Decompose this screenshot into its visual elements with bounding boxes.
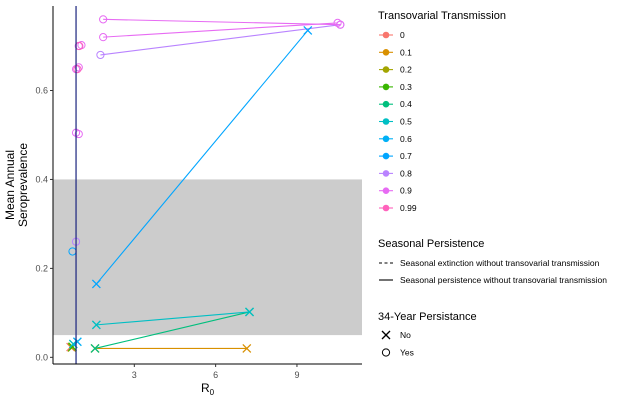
series-line [100,24,341,56]
legend-label: Seasonal extinction without transovarial… [400,258,600,268]
data-point [73,65,82,74]
data-point [99,15,108,24]
series-line [103,22,338,38]
y-tick-label: 0.4 [35,174,48,184]
legend-key-dot [382,49,390,56]
legend-key-dot [382,152,390,160]
data-point [336,20,345,29]
legend-label: 0.4 [400,99,412,109]
legend-label: 0.5 [400,117,412,127]
legend-label: 0.9 [400,186,412,196]
y-axis-title: Mean AnnualSeroprevalence [3,143,30,227]
legend-label: 0.3 [400,82,412,92]
legend-label: 0.7 [400,151,412,161]
data-point [245,307,254,317]
series-lines [94,18,341,349]
legend-key-dot [382,187,390,194]
data-point [91,320,101,330]
data-point [91,279,101,289]
data-point [74,63,83,72]
data-point [303,26,313,35]
series-line [94,311,250,349]
y-tick-label: 0.0 [35,352,48,362]
legend-key-shape [381,348,391,357]
legend-label: 0.99 [400,203,417,213]
legend-key-dot [382,100,390,108]
legend-label: 0.6 [400,134,412,144]
legend-key-shape [381,330,391,340]
data-point [90,343,100,353]
data-point [72,337,82,347]
legend: Transovarial Transmission 0 0.1 0.2 0.3 0.4 0.… [378,10,607,358]
legend-label: Seasonal persistence without transovaria… [400,275,607,285]
series-line [96,311,250,326]
x-tick-label: 9 [294,370,299,380]
series-line [95,30,309,285]
legend-key-dot [382,83,390,91]
data-point [96,50,105,60]
legend-key-dot [382,31,390,39]
axes: 3 6 9 0.0 0.2 0.4 0.6 R0 Mean AnnualSeroprevalen… [3,6,362,397]
legend-key-dot [382,66,390,73]
shaded-band [53,179,362,336]
x-axis-title: R0 [201,381,215,397]
legend-label: No [400,330,411,340]
y-tick-label: 0.6 [35,85,48,95]
x-tick-label: 3 [132,370,137,380]
legend-title-persistance: 34-Year Persistance [378,311,477,323]
legend-label: 0 [400,30,405,40]
legend-label: 0.1 [400,47,412,57]
legend-key-dot [382,118,390,125]
data-point [99,33,108,42]
data-point [242,343,252,353]
band-rect [53,179,362,336]
data-point [74,129,83,139]
legend-title-seasonal: Seasonal Persistence [378,238,484,250]
legend-key-dot [382,170,390,177]
legend-key-dot [382,135,390,143]
legend-label: 0.2 [400,65,412,75]
legend-label: Yes [400,348,414,358]
series-line [103,18,341,26]
legend-title-transovarial: Transovarial Transmission [378,10,506,22]
legend-key-dot [382,204,390,212]
x-tick-label: 6 [213,370,218,380]
y-tick-label: 0.2 [35,263,48,273]
legend-label: 0.8 [400,168,412,178]
